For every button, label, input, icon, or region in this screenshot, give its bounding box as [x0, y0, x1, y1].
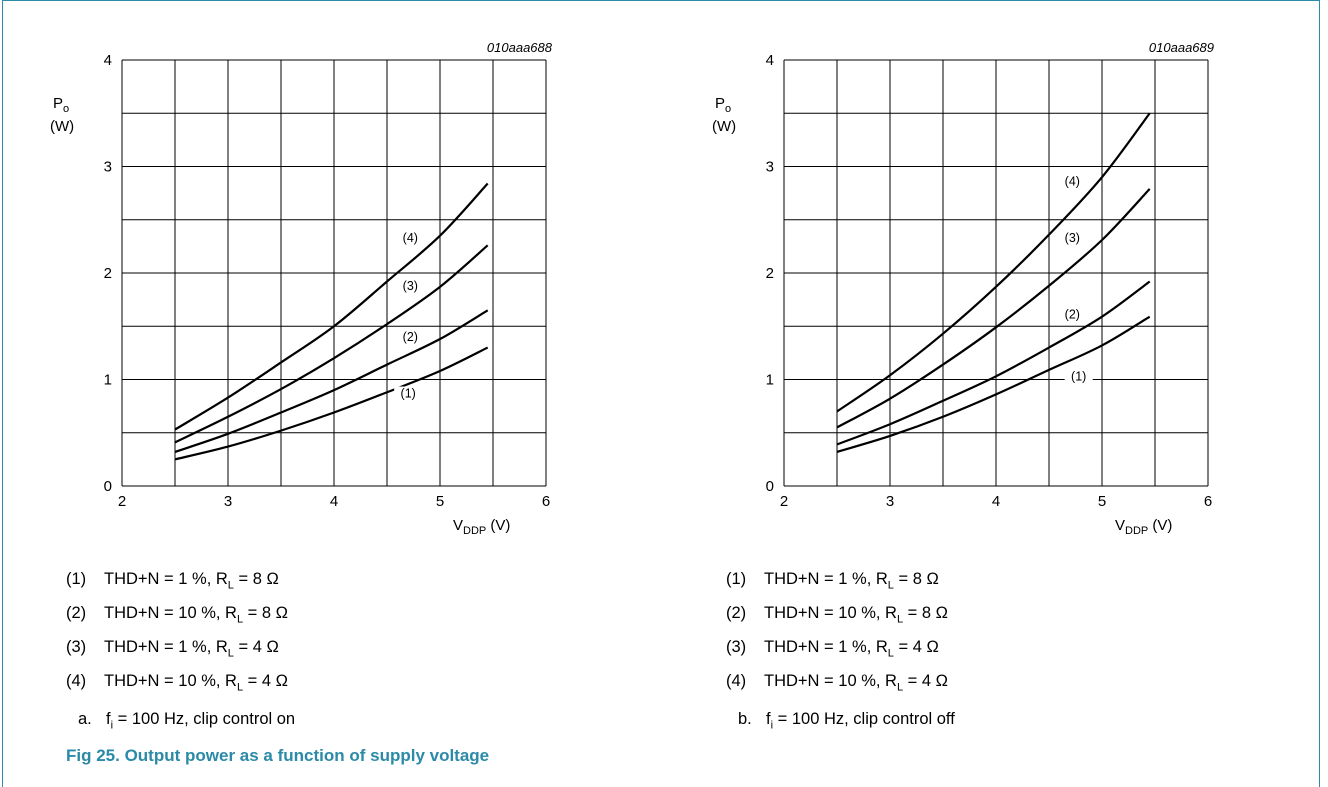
y-tick-label: 1 — [104, 372, 112, 389]
series-label: (1) — [1071, 370, 1086, 384]
y-tick-label: 3 — [104, 159, 112, 176]
series-line-4 — [836, 112, 1151, 413]
series-label-bg — [1058, 307, 1087, 322]
series-line-1 — [836, 315, 1151, 453]
x-axis-label: VDDP (V) — [1115, 517, 1172, 537]
x-tick-label: 5 — [1098, 493, 1106, 510]
series-label-bg — [396, 330, 425, 345]
series-line-1 — [174, 346, 489, 461]
series-label-bg — [1064, 369, 1093, 384]
series-line-4 — [174, 182, 489, 431]
x-tick-label: 2 — [780, 493, 788, 510]
chart-b: 010aaa689 Po (W) VDDP (V) 2 3 4 5 6 0 1 2 3 4 (1) (… — [712, 40, 1214, 537]
y-tick-label: 4 — [104, 52, 112, 69]
y-tick-label: 2 — [104, 265, 112, 282]
y-tick-label: 3 — [766, 159, 774, 176]
legend-b: (1) THD+N = 1 %, RL = 8 Ω (2) THD+N = 10 %… — [726, 570, 948, 694]
series-label: (1) — [401, 387, 416, 401]
series-line-2 — [836, 280, 1151, 446]
series-label: (2) — [1065, 308, 1080, 322]
series-line-3 — [836, 188, 1151, 429]
series-line-3 — [174, 244, 489, 444]
y-axis-unit: (W) — [50, 118, 74, 135]
series-label: (2) — [403, 330, 418, 344]
legend-a: (1) THD+N = 1 %, RL = 8 Ω (2) THD+N = 10 %… — [66, 570, 288, 694]
y-tick-label: 4 — [766, 52, 774, 69]
y-tick-label: 2 — [766, 265, 774, 282]
y-axis-label: Po — [53, 95, 69, 115]
series-label-bg — [1058, 174, 1087, 189]
x-tick-label: 2 — [118, 493, 126, 510]
x-tick-label: 3 — [886, 493, 894, 510]
x-tick-label: 3 — [224, 493, 232, 510]
series-label: (3) — [403, 279, 418, 293]
x-tick-label: 6 — [542, 493, 550, 510]
y-tick-label: 0 — [766, 478, 774, 495]
x-tick-label: 5 — [436, 493, 444, 510]
series-line-2 — [174, 309, 489, 453]
x-tick-label: 6 — [1204, 493, 1212, 510]
series-label: (4) — [1065, 175, 1080, 189]
x-tick-label: 4 — [992, 493, 1000, 510]
x-axis-label: VDDP (V) — [453, 517, 510, 537]
y-tick-label: 1 — [766, 372, 774, 389]
x-tick-label: 4 — [330, 493, 338, 510]
chart-id-code: 010aaa688 — [487, 40, 553, 55]
series-label: (3) — [1065, 231, 1080, 245]
series-label-bg — [396, 231, 425, 246]
figure-title: Fig 25. Output power as a function of su… — [66, 746, 490, 765]
chart-id-code: 010aaa689 — [1149, 40, 1214, 55]
y-tick-label: 0 — [104, 478, 112, 495]
series-label-bg — [1058, 231, 1087, 246]
series-label: (4) — [403, 231, 418, 245]
chart-a: 010aaa688 Po (W) VDDP (V) 2 3 4 5 6 0 1 2 3 4 (1) (… — [50, 40, 553, 537]
y-axis-unit: (W) — [712, 118, 736, 135]
y-axis-label: Po — [715, 95, 731, 115]
series-label-bg — [394, 386, 423, 401]
series-label-bg — [396, 278, 425, 293]
grid — [783, 59, 1209, 487]
